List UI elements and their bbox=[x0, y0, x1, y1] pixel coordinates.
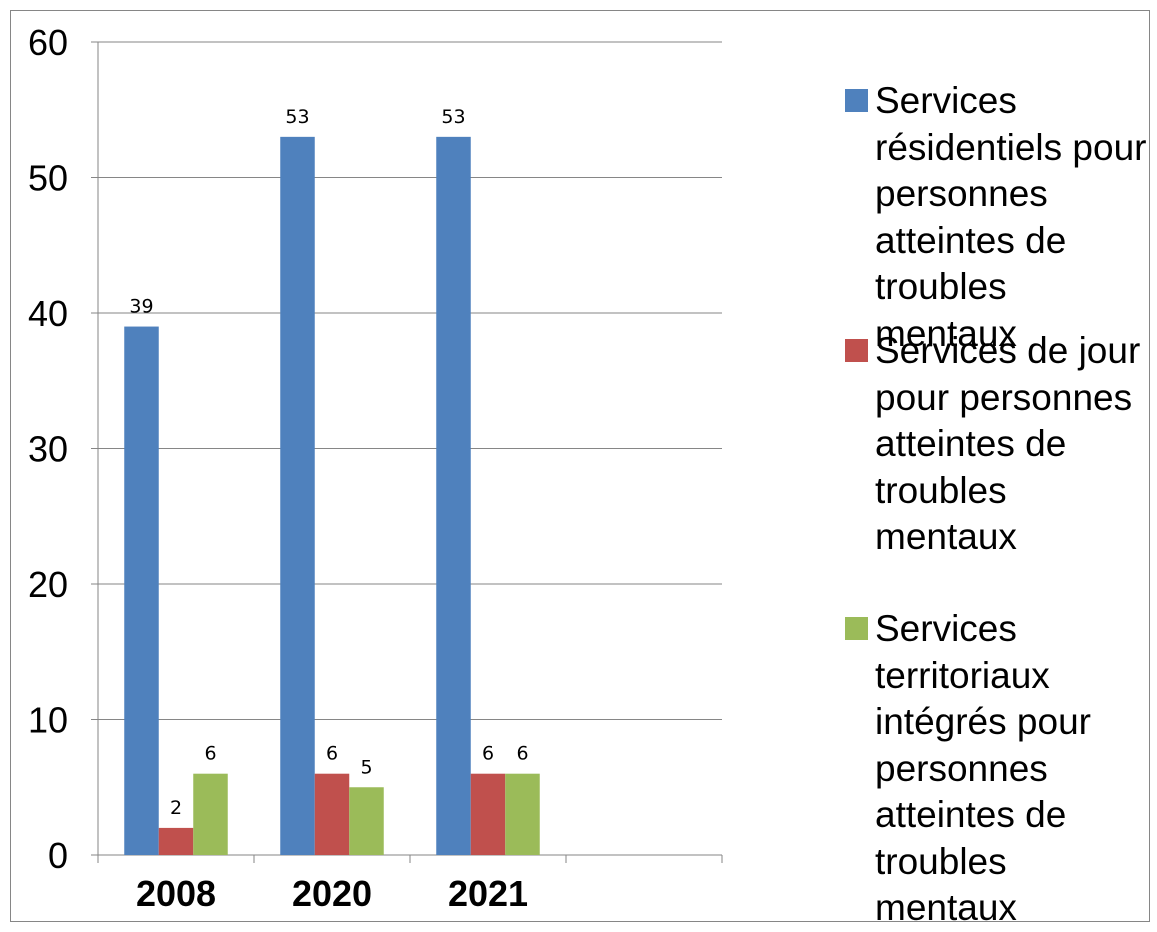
bar bbox=[124, 326, 159, 855]
y-tick-label: 30 bbox=[28, 429, 68, 470]
x-tick-label: 2021 bbox=[448, 873, 528, 914]
legend-swatch-day bbox=[845, 339, 868, 362]
bar bbox=[314, 773, 350, 855]
data-label: 6 bbox=[326, 743, 338, 765]
legend-label-day: Services de jour pour personnes atteinte… bbox=[875, 330, 1141, 557]
x-tick-label: 2008 bbox=[136, 873, 216, 914]
bar bbox=[505, 773, 540, 855]
y-tick-label: 60 bbox=[28, 22, 68, 63]
data-label: 53 bbox=[441, 106, 465, 128]
bar bbox=[158, 827, 194, 855]
data-label: 6 bbox=[482, 743, 494, 765]
data-label: 6 bbox=[516, 743, 528, 765]
data-label: 6 bbox=[204, 743, 216, 765]
legend-label-territorial: Services territoriaux intégrés pour pers… bbox=[875, 608, 1091, 928]
legend-item-territorial: Services territoriaux intégrés pour pers… bbox=[845, 606, 1155, 932]
data-label: 53 bbox=[285, 106, 309, 128]
chart-frame bbox=[10, 10, 1150, 922]
y-tick-label: 20 bbox=[28, 564, 68, 605]
bar bbox=[470, 773, 506, 855]
bar bbox=[193, 773, 228, 855]
data-label: 39 bbox=[129, 296, 153, 318]
legend-item-residential: Services résidentiels pour personnes att… bbox=[845, 78, 1155, 357]
legend-label-residential: Services résidentiels pour personnes att… bbox=[875, 80, 1147, 354]
data-label: 2 bbox=[170, 797, 182, 819]
bar bbox=[280, 136, 315, 856]
legend-item-day: Services de jour pour personnes atteinte… bbox=[845, 328, 1155, 561]
legend-swatch-residential bbox=[845, 89, 868, 112]
legend-swatch-territorial bbox=[845, 617, 868, 640]
y-tick-label: 50 bbox=[28, 158, 68, 199]
bar bbox=[436, 136, 471, 856]
y-tick-label: 0 bbox=[48, 835, 68, 876]
y-tick-label: 10 bbox=[28, 700, 68, 741]
x-tick-label: 2020 bbox=[292, 873, 372, 914]
y-tick-label: 40 bbox=[28, 293, 68, 334]
bar bbox=[349, 787, 384, 855]
data-label: 5 bbox=[360, 756, 372, 778]
